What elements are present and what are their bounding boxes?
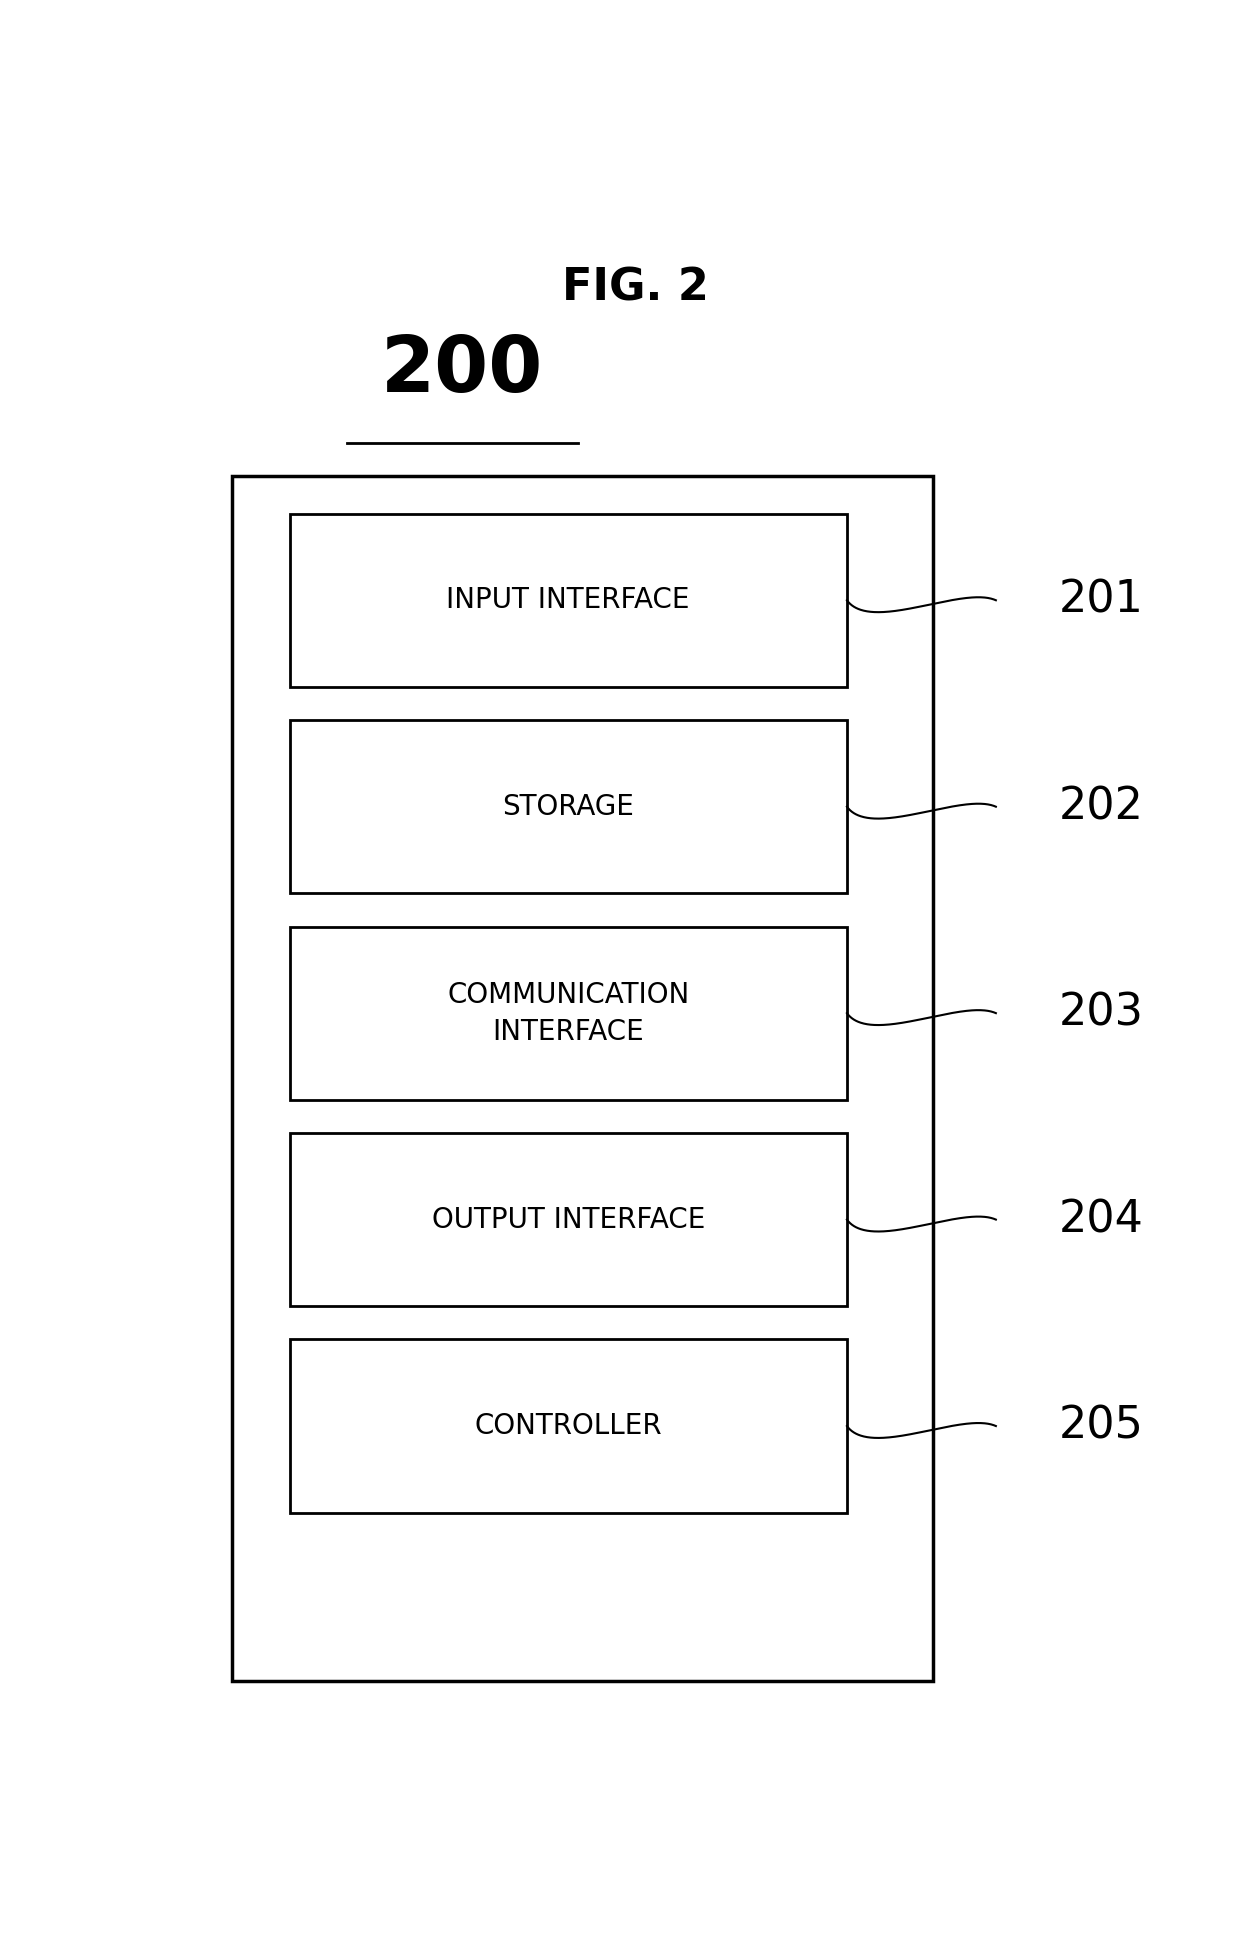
Text: INPUT INTERFACE: INPUT INTERFACE xyxy=(446,587,689,614)
Text: 203: 203 xyxy=(1058,992,1143,1035)
Text: 202: 202 xyxy=(1058,785,1143,828)
Bar xyxy=(232,476,934,1681)
Text: 200: 200 xyxy=(382,333,543,409)
Text: COMMUNICATION
INTERFACE: COMMUNICATION INTERFACE xyxy=(448,980,689,1045)
Bar xyxy=(290,1133,847,1305)
Bar xyxy=(290,720,847,892)
Bar xyxy=(290,926,847,1100)
Bar xyxy=(290,513,847,687)
Text: 205: 205 xyxy=(1058,1405,1143,1448)
Bar xyxy=(290,1339,847,1513)
Text: FIG. 2: FIG. 2 xyxy=(562,266,709,309)
Text: 201: 201 xyxy=(1058,579,1143,622)
Text: OUTPUT INTERFACE: OUTPUT INTERFACE xyxy=(432,1206,704,1233)
Text: CONTROLLER: CONTROLLER xyxy=(475,1413,662,1440)
Text: STORAGE: STORAGE xyxy=(502,793,634,820)
Text: 204: 204 xyxy=(1058,1198,1143,1241)
